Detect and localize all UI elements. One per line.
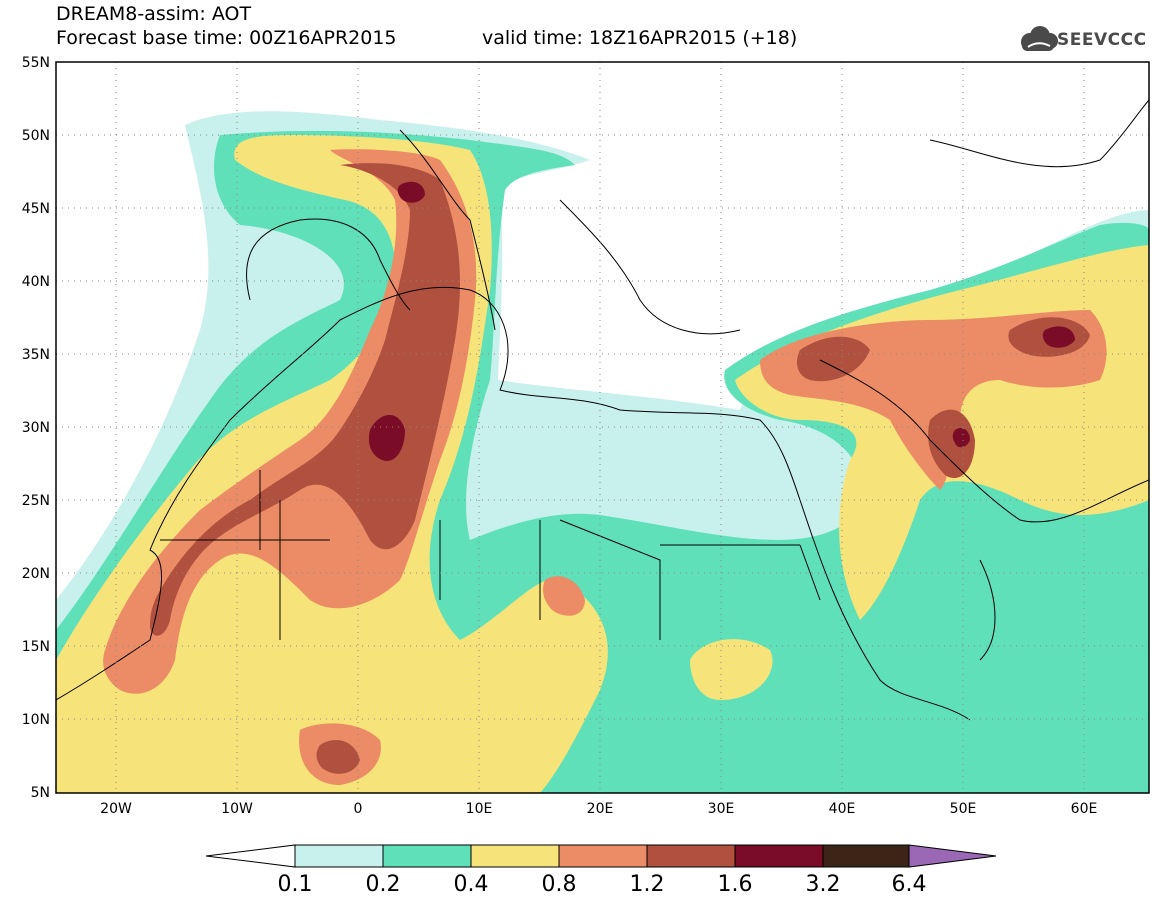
colorbar-label: 0.4 <box>454 872 489 897</box>
lon-axis: 20W 10W 0 10E 20E 30E 40E 50E 60E <box>100 801 1097 817</box>
lon-label: 0 <box>354 801 363 817</box>
coastlines <box>56 99 1149 721</box>
colorbar-label: 0.2 <box>366 872 401 897</box>
colorbar-label: 6.4 <box>892 872 927 897</box>
valid-time: valid time: 18Z16APR2015 (+18) <box>482 27 798 49</box>
lat-label: 55N <box>22 55 50 71</box>
colorbar-label: 1.6 <box>718 872 753 897</box>
colorbar-swatch <box>822 844 910 868</box>
colorbar-labels: 0.1 0.2 0.4 0.8 1.2 1.6 3.2 6.4 <box>278 872 927 897</box>
colorbar-swatch <box>646 844 736 868</box>
lon-label: 30E <box>708 801 735 817</box>
colorbar-swatch <box>734 844 824 868</box>
aot-band-0.4 <box>56 135 1149 793</box>
aot-band-1.2 <box>150 163 1090 774</box>
lon-label: 20E <box>587 801 614 817</box>
lat-axis: 55N 50N 45N 40N 35N 30N 25N 20N 15N 10N … <box>22 55 50 801</box>
lat-label: 30N <box>22 420 50 436</box>
colorbar-label: 0.8 <box>542 872 577 897</box>
colorbar-swatch <box>558 844 648 868</box>
logo-text: SEEVCCC <box>1057 30 1147 50</box>
lat-label: 20N <box>22 566 50 582</box>
aot-field <box>56 99 1149 793</box>
plot-frame <box>55 61 1150 794</box>
map-title: DREAM8-assim: AOT <box>56 3 252 25</box>
lon-label: 50E <box>950 801 977 817</box>
forecast-base-time: Forecast base time: 00Z16APR2015 <box>56 27 397 49</box>
colorbar-overflow <box>908 844 997 868</box>
lat-label: 45N <box>22 201 50 217</box>
lat-label: 15N <box>22 639 50 655</box>
grid <box>56 62 1149 793</box>
lon-label: 40E <box>829 801 856 817</box>
lat-label: 25N <box>22 493 50 509</box>
colorbar-label: 3.2 <box>806 872 841 897</box>
colorbar-swatch <box>382 844 472 868</box>
lat-label: 35N <box>22 347 50 363</box>
colorbar-label: 0.1 <box>278 872 313 897</box>
colorbar-label: 1.2 <box>630 872 665 897</box>
lat-label: 5N <box>31 785 50 801</box>
lon-label: 60E <box>1071 801 1098 817</box>
colorbar-swatch <box>294 844 384 868</box>
cloud-icon <box>1021 26 1058 51</box>
lon-label: 20W <box>100 801 132 817</box>
colorbar <box>205 844 997 868</box>
lat-label: 50N <box>22 128 50 144</box>
lat-label: 40N <box>22 274 50 290</box>
lon-label: 10E <box>466 801 493 817</box>
colorbar-swatch <box>470 844 560 868</box>
lat-label: 10N <box>22 712 50 728</box>
lon-label: 10W <box>221 801 253 817</box>
colorbar-underflow <box>205 844 296 868</box>
